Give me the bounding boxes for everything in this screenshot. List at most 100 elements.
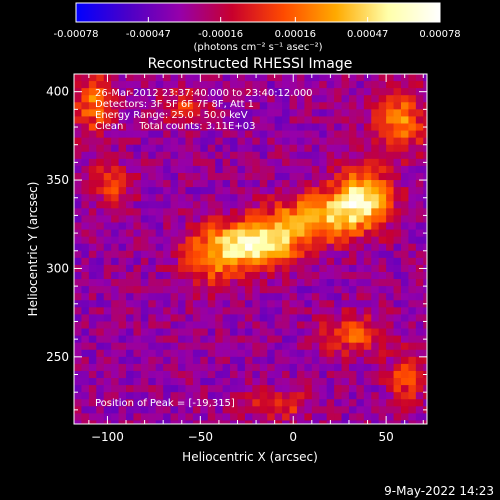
heatmap-pixel <box>393 137 402 146</box>
heatmap-pixel <box>103 328 112 337</box>
heatmap-pixel <box>311 236 320 245</box>
heatmap-pixel <box>215 286 224 294</box>
heatmap-pixel <box>341 271 350 280</box>
heatmap-pixel <box>170 194 179 202</box>
heatmap-pixel <box>341 165 350 174</box>
heatmap-pixel <box>81 349 90 358</box>
heatmap-pixel <box>126 236 135 245</box>
heatmap-pixel <box>237 116 246 125</box>
heatmap-pixel <box>215 413 224 422</box>
heatmap-pixel <box>363 102 372 110</box>
heatmap-pixel <box>140 102 149 110</box>
heatmap-pixel <box>96 264 105 273</box>
heatmap-pixel <box>170 356 179 365</box>
heatmap-pixel <box>378 95 387 103</box>
heatmap-pixel <box>185 229 194 238</box>
heatmap-pixel <box>88 123 97 132</box>
heatmap-pixel <box>155 370 164 379</box>
heatmap-pixel <box>126 165 135 174</box>
heatmap-pixel <box>170 165 179 174</box>
heatmap-pixel <box>126 151 135 160</box>
heatmap-pixel <box>282 286 291 294</box>
heatmap-pixel <box>148 363 157 372</box>
heatmap-pixel <box>178 109 187 118</box>
heatmap-pixel <box>96 144 105 153</box>
heatmap-pixel <box>237 370 246 379</box>
heatmap-pixel <box>319 286 328 294</box>
heatmap-pixel <box>96 208 105 217</box>
heatmap-pixel <box>103 250 112 259</box>
heatmap-pixel <box>244 109 253 118</box>
heatmap-pixel <box>103 215 112 224</box>
heatmap-pixel <box>200 356 209 365</box>
heatmap-pixel <box>393 307 402 315</box>
heatmap-pixel <box>296 264 305 273</box>
heatmap-pixel <box>267 102 276 110</box>
heatmap-pixel <box>163 413 172 422</box>
heatmap-pixel <box>311 349 320 358</box>
heatmap-pixel <box>237 109 246 118</box>
heatmap-pixel <box>282 420 291 424</box>
heatmap-pixel <box>81 172 90 181</box>
heatmap-pixel <box>267 123 276 132</box>
heatmap-pixel <box>274 279 283 287</box>
heatmap-pixel <box>326 264 335 273</box>
heatmap-pixel <box>348 194 357 202</box>
heatmap-pixel <box>200 222 209 231</box>
heatmap-pixel <box>207 208 216 217</box>
heatmap-pixel <box>423 208 427 217</box>
heatmap-pixel <box>118 123 127 132</box>
heatmap-pixel <box>348 81 357 89</box>
heatmap-pixel <box>378 172 387 181</box>
heatmap-pixel <box>334 321 343 330</box>
heatmap-pixel <box>185 187 194 195</box>
heatmap-pixel <box>244 194 253 202</box>
heatmap-pixel <box>386 243 395 252</box>
heatmap-pixel <box>252 187 261 195</box>
heatmap-pixel <box>319 236 328 245</box>
heatmap-pixel <box>170 363 179 372</box>
heatmap-pixel <box>289 243 298 252</box>
heatmap-pixel <box>371 279 380 287</box>
heatmap-pixel <box>393 165 402 174</box>
heatmap-pixel <box>400 406 410 414</box>
heatmap-pixel <box>170 130 179 139</box>
heatmap-pixel <box>118 151 127 160</box>
heatmap-pixel <box>386 144 395 153</box>
heatmap-pixel <box>326 130 335 139</box>
heatmap-pixel <box>259 74 268 82</box>
heatmap-pixel <box>341 286 350 294</box>
heatmap-pixel <box>96 363 105 372</box>
heatmap-pixel <box>274 88 283 96</box>
heatmap-pixel <box>215 215 224 224</box>
heatmap-pixel <box>393 328 402 337</box>
heatmap-pixel <box>289 95 298 103</box>
heatmap-pixel <box>334 137 343 146</box>
heatmap-pixel <box>244 250 253 259</box>
heatmap-pixel <box>170 74 179 82</box>
heatmap-pixel <box>96 300 105 308</box>
heatmap-pixel <box>178 342 187 351</box>
heatmap-pixel <box>230 88 239 96</box>
heatmap-pixel <box>334 370 343 379</box>
heatmap-pixel <box>260 428 268 436</box>
heatmap-pixel <box>155 236 164 245</box>
heatmap-pixel <box>133 180 142 188</box>
heatmap-pixel <box>386 257 395 266</box>
heatmap-pixel <box>415 130 424 139</box>
heatmap-pixel <box>363 151 372 160</box>
heatmap-pixel <box>408 356 417 365</box>
heatmap-pixel <box>356 335 365 344</box>
heatmap-pixel <box>200 194 209 202</box>
heatmap-pixel <box>274 342 283 351</box>
heatmap-pixel <box>326 81 335 89</box>
heatmap-pixel <box>274 194 283 202</box>
heatmap-pixel <box>334 286 343 294</box>
heatmap-pixel <box>400 151 410 160</box>
heatmap-pixel <box>111 229 120 238</box>
heatmap-pixel <box>408 378 417 386</box>
heatmap-pixel <box>415 243 424 252</box>
heatmap-pixel <box>348 385 357 393</box>
heatmap-pixel <box>282 95 291 103</box>
heatmap-pixel <box>163 123 172 132</box>
